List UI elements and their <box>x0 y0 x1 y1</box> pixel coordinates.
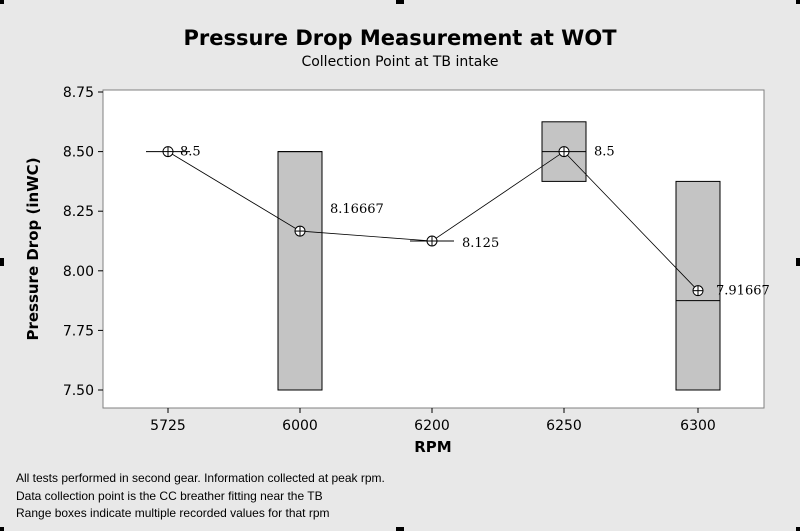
x-tick-label: 5725 <box>150 418 186 434</box>
edge-handle-top <box>396 0 404 4</box>
y-tick-label: 8.25 <box>63 204 94 220</box>
footnotes: All tests performed in second gear. Info… <box>16 470 385 523</box>
y-tick-label: 8.00 <box>63 264 94 280</box>
x-tick-label: 6200 <box>414 418 450 434</box>
footnote-line: Range boxes indicate multiple recorded v… <box>16 506 330 520</box>
edge-handle-bottom <box>396 527 404 531</box>
data-label: 8.125 <box>462 236 499 251</box>
x-tick-label: 6250 <box>546 418 582 434</box>
data-label: 8.16667 <box>330 202 384 217</box>
corner-handle-tr <box>796 0 800 4</box>
edge-handle-left <box>0 258 4 266</box>
x-axis-label: RPM <box>414 438 451 456</box>
y-tick-label: 7.75 <box>63 323 94 339</box>
data-label: 8.5 <box>594 145 615 160</box>
y-tick-label: 8.50 <box>63 145 94 161</box>
corner-handle-tl <box>0 0 4 4</box>
x-tick-label: 6000 <box>282 418 318 434</box>
y-tick-label: 7.50 <box>63 383 94 399</box>
chart-title: Pressure Drop Measurement at WOT <box>183 26 617 50</box>
y-axis-label: Pressure Drop (inWC) <box>24 157 42 340</box>
corner-handle-br <box>796 527 800 531</box>
range-box <box>277 151 323 391</box>
footnote-line: Data collection point is the CC breather… <box>16 488 323 503</box>
corner-handle-bl <box>0 527 4 531</box>
x-tick-label: 6300 <box>680 418 716 434</box>
chart-subtitle: Collection Point at TB intake <box>301 54 498 70</box>
data-label: 8.5 <box>180 145 201 160</box>
footnote-line: All tests performed in second gear. Info… <box>16 471 385 485</box>
plot-area <box>102 89 765 409</box>
y-tick-label: 8.75 <box>63 85 94 101</box>
edge-handle-right <box>796 258 800 266</box>
data-label: 7.91667 <box>716 284 770 299</box>
